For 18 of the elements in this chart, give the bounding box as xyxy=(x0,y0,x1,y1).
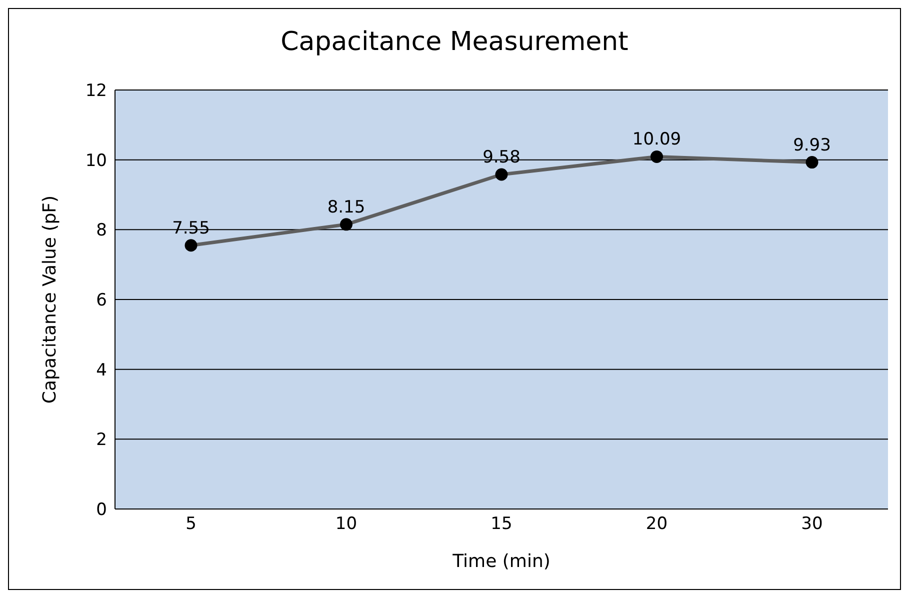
y-tick-label: 0 xyxy=(96,500,107,520)
x-axis-title: Time (min) xyxy=(452,551,550,572)
x-tick-label: 5 xyxy=(186,514,196,534)
y-tick-label: 12 xyxy=(85,81,107,102)
y-tick-label: 8 xyxy=(96,220,107,241)
x-tick-label: 20 xyxy=(646,514,668,534)
y-tick-label: 6 xyxy=(96,290,107,311)
chart-title: Capacitance Measurement xyxy=(280,27,630,57)
y-axis-title: Capacitance Value (pF) xyxy=(39,195,60,404)
y-tick-label: 4 xyxy=(96,360,107,380)
y-tick-label: 2 xyxy=(96,430,107,450)
x-tick-label: 30 xyxy=(801,514,823,534)
data-label: 9.93 xyxy=(793,135,831,156)
data-label: 10.09 xyxy=(632,130,682,150)
x-tick-label: 10 xyxy=(335,514,358,534)
data-label: 8.15 xyxy=(327,197,366,218)
x-tick-label: 15 xyxy=(490,514,512,534)
y-tick-label: 10 xyxy=(85,150,107,171)
